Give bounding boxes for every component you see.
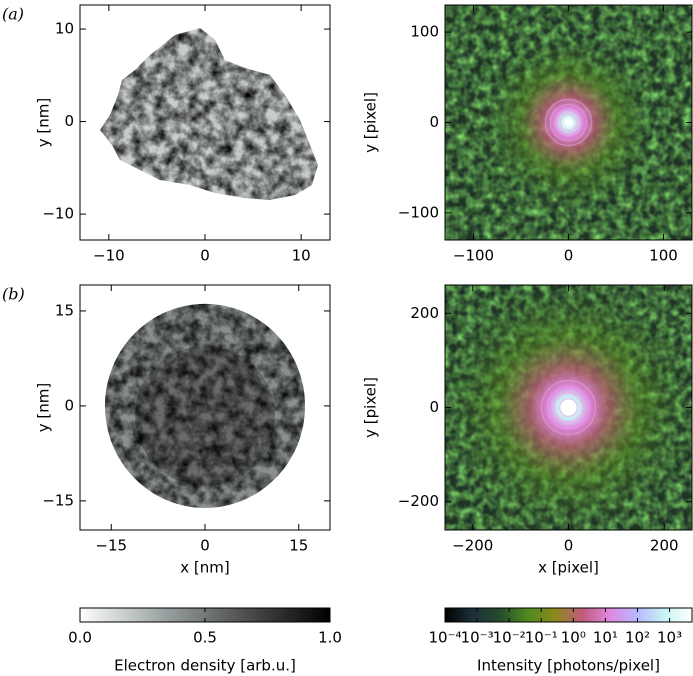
pattern-center xyxy=(560,399,577,416)
y-axis-label: y [pixel] xyxy=(362,377,380,438)
image xyxy=(445,285,692,530)
y-tick-label: 0 xyxy=(64,396,74,414)
x-tick-label: 200 xyxy=(650,537,679,555)
x-tick-label: 100 xyxy=(649,247,678,265)
x-tick-label: 0 xyxy=(200,537,210,555)
x-tick-label: 0 xyxy=(200,247,210,265)
y-axis-label: y [nm] xyxy=(35,98,53,147)
x-tick-label: −200 xyxy=(452,537,493,555)
image xyxy=(105,303,305,508)
colorbar-tick-label: 10⁻³ xyxy=(461,629,494,647)
y-tick-label: −15 xyxy=(42,491,74,509)
x-axis-label: x [pixel] xyxy=(538,559,599,577)
y-axis-label: y [nm] xyxy=(35,383,53,432)
pattern-ring xyxy=(546,385,591,430)
y-tick-label: 10 xyxy=(55,20,74,38)
panel-label: (a) xyxy=(2,5,24,24)
y-axis-label: y [pixel] xyxy=(362,92,380,153)
y-tick-label: 0 xyxy=(64,112,74,130)
colorbar-label: Intensity [photons/pixel] xyxy=(477,657,660,675)
image xyxy=(100,28,318,200)
panel-label: (b) xyxy=(2,285,25,304)
colorbar-tick-label: 10³ xyxy=(657,629,682,647)
y-tick-label: −10 xyxy=(42,205,74,223)
pattern-ring xyxy=(552,391,585,424)
colorbar xyxy=(444,607,693,623)
y-tick-label: 100 xyxy=(410,23,439,41)
colorbar-tick-label: 10⁰ xyxy=(561,629,586,647)
pattern-ring xyxy=(549,103,588,142)
y-tick-label: 0 xyxy=(429,398,439,416)
colorbar-tick-label: 10⁻² xyxy=(493,629,526,647)
colorbar-tick-label: 10⁻⁴ xyxy=(428,629,461,647)
x-tick-label: 0 xyxy=(564,247,574,265)
colorbar-tick-label: 0.0 xyxy=(68,629,92,647)
colorbar-label: Electron density [arb.u.] xyxy=(114,657,296,675)
density-texture xyxy=(100,28,318,200)
colorbar-tick-label: 10² xyxy=(625,629,650,647)
x-axis-label: x [nm] xyxy=(180,559,229,577)
pattern-ring xyxy=(558,397,579,418)
x-tick-label: 10 xyxy=(292,247,311,265)
y-tick-label: 0 xyxy=(429,113,439,131)
x-tick-label: −100 xyxy=(453,247,494,265)
y-tick-label: −200 xyxy=(398,492,439,510)
colorbar-tick-label: 10⁻¹ xyxy=(525,629,558,647)
pattern-ring xyxy=(540,379,597,436)
x-tick-label: −15 xyxy=(95,537,127,555)
image-content xyxy=(105,303,305,508)
x-tick-label: 0 xyxy=(564,537,574,555)
pattern-ring xyxy=(554,108,583,137)
image-content xyxy=(445,285,692,530)
pattern-ring xyxy=(544,98,593,147)
image-content xyxy=(445,5,692,240)
y-tick-label: −100 xyxy=(398,203,439,221)
colorbar-tick-label: 1.0 xyxy=(318,629,342,647)
y-tick-label: 15 xyxy=(55,301,74,319)
x-tick-label: 15 xyxy=(289,537,308,555)
x-tick-label: −10 xyxy=(93,247,125,265)
pattern-ring xyxy=(559,113,578,132)
image xyxy=(445,5,692,240)
pattern-center xyxy=(564,118,573,127)
colorbar-tick-label: 10¹ xyxy=(593,629,618,647)
colorbar-tick-label: 0.5 xyxy=(193,629,217,647)
density-texture xyxy=(105,303,305,508)
image-content xyxy=(100,28,318,200)
y-tick-label: 200 xyxy=(410,304,439,322)
